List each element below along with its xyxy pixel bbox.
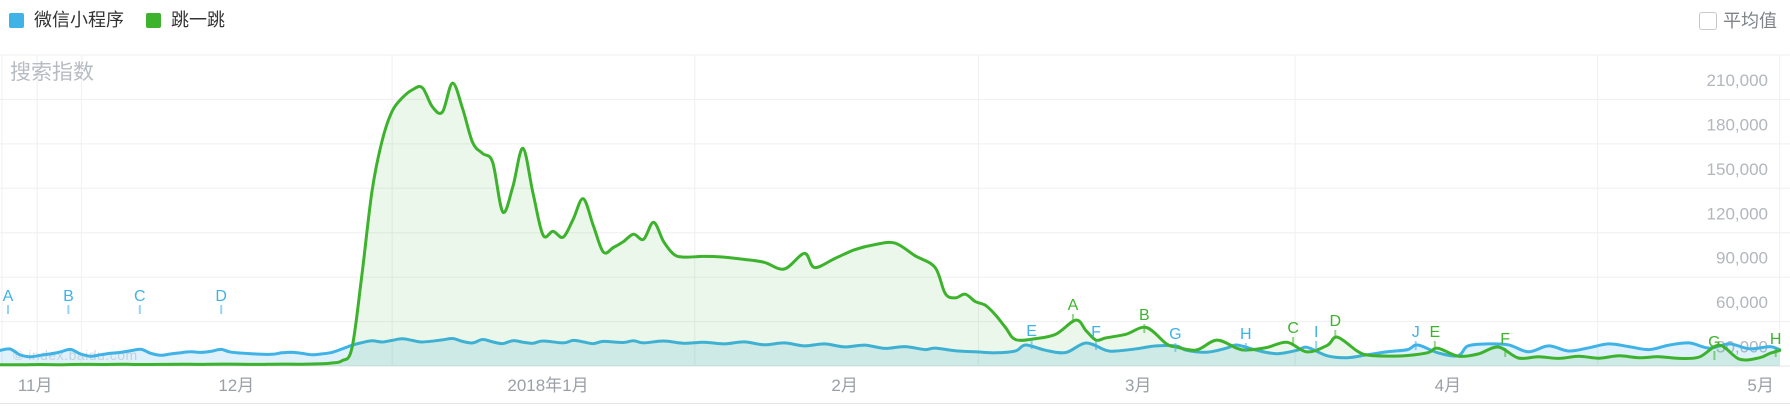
x-tick-label: 12月	[218, 376, 254, 395]
event-markers-wechat-miniprogram: A B C D E F G H I J	[3, 288, 1420, 352]
series-line	[0, 81, 1782, 367]
x-tick-label: 5月	[1747, 376, 1773, 395]
event-marker-letter[interactable]: C	[134, 288, 146, 305]
event-marker-letter[interactable]: G	[1708, 334, 1720, 351]
watermark: © index.baidu.com	[13, 347, 138, 363]
event-marker-letter[interactable]: H	[1770, 331, 1782, 348]
event-marker-letter[interactable]: F	[1500, 331, 1510, 348]
gridlines	[0, 54, 1790, 404]
event-marker-letter[interactable]: G	[1169, 326, 1181, 343]
event-marker-letter[interactable]: E	[1429, 324, 1440, 341]
x-tick-label: 2018年1月	[507, 376, 588, 395]
legend: 微信小程序 跳一跳	[9, 11, 225, 29]
event-marker-letter[interactable]: I	[1314, 324, 1318, 341]
x-tick-label: 3月	[1125, 376, 1151, 395]
event-marker-letter[interactable]: B	[1139, 307, 1150, 324]
event-marker-letter[interactable]: E	[1026, 323, 1037, 340]
y-tick-label: 60,000	[1716, 293, 1768, 312]
y-tick-label: 90,000	[1716, 249, 1768, 268]
y-axis-title: 搜索指数	[10, 61, 94, 84]
legend-swatch-green-icon	[146, 12, 161, 28]
event-marker-letter[interactable]: J	[1412, 324, 1420, 341]
legend-item-tiaoyitiao[interactable]: 跳一跳	[146, 11, 225, 29]
series-area	[0, 83, 1780, 366]
y-tick-label: 210,000	[1707, 71, 1768, 90]
event-marker-letter[interactable]: D	[215, 288, 227, 305]
event-marker-letter[interactable]: H	[1240, 326, 1252, 343]
series-wechat-miniprogram	[0, 336, 1782, 366]
event-marker-letter[interactable]: C	[1287, 320, 1299, 337]
event-marker-letter[interactable]: A	[3, 288, 14, 305]
legend-swatch-blue-icon	[9, 12, 24, 28]
event-marker-letter[interactable]: B	[63, 288, 74, 305]
series-area	[0, 338, 1780, 366]
event-marker-letter[interactable]: A	[1068, 297, 1079, 314]
x-tick-label: 11月	[18, 376, 53, 395]
y-tick-label: 120,000	[1707, 204, 1768, 223]
event-markers-tiaoyitiao: A B C D E F G H	[1068, 297, 1782, 360]
event-marker-letter[interactable]: D	[1330, 313, 1342, 330]
series-line	[0, 336, 1782, 360]
y-tick-label: 150,000	[1707, 160, 1768, 179]
series-tiaoyitiao	[0, 81, 1782, 367]
legend-label: 跳一跳	[171, 10, 225, 30]
average-value-control[interactable]: 平均值	[1699, 12, 1777, 30]
x-axis-labels: 11月 12月 2018年1月 2月 3月 4月 5月	[18, 376, 1774, 395]
legend-item-wechat-miniprogram[interactable]: 微信小程序	[9, 11, 124, 29]
average-checkbox-label: 平均值	[1723, 11, 1777, 31]
y-axis-labels: 210,000 180,000 150,000 120,000 90,000 60,000…	[1707, 71, 1768, 357]
y-tick-label: 180,000	[1707, 115, 1768, 134]
legend-label: 微信小程序	[34, 10, 124, 30]
x-tick-label: 4月	[1435, 376, 1461, 395]
average-checkbox[interactable]	[1699, 12, 1717, 30]
x-tick-label: 2月	[831, 376, 857, 395]
bottom-divider-gap	[0, 404, 1790, 412]
event-marker-letter[interactable]: F	[1091, 324, 1101, 341]
